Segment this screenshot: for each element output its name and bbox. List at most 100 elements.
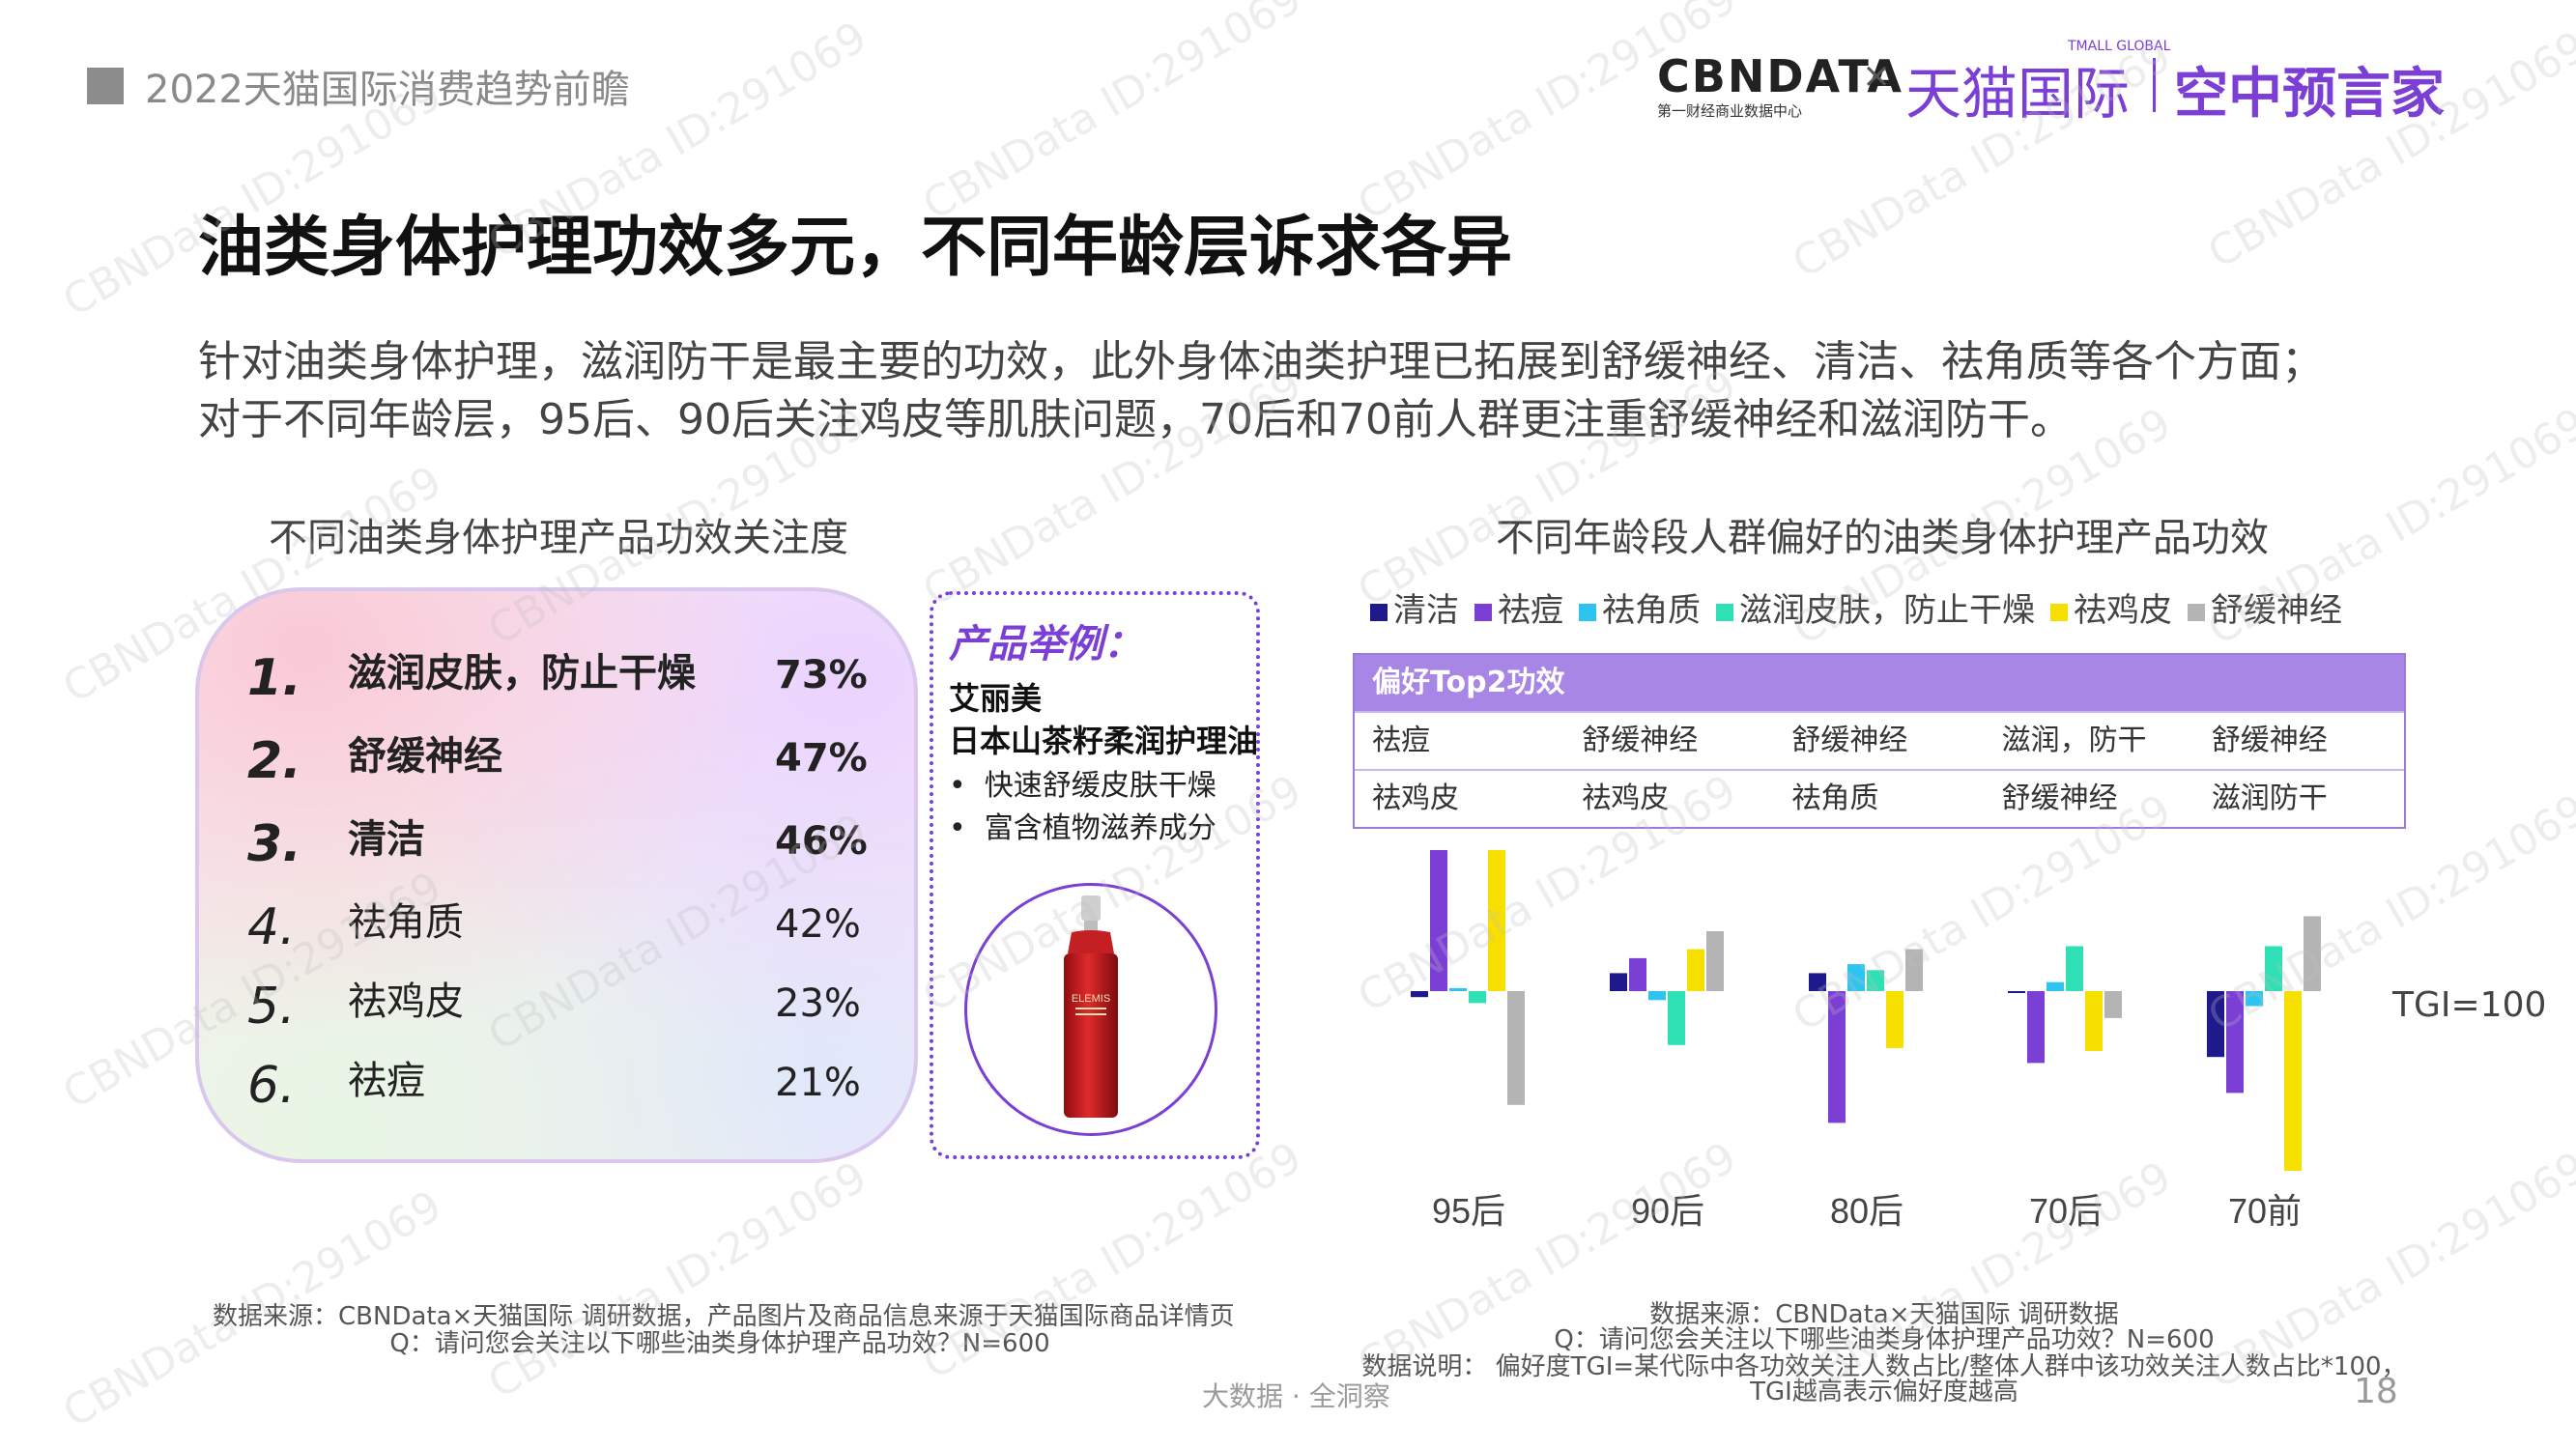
table-cell: 舒缓神经 (1791, 724, 1908, 757)
tgi-bar (2284, 991, 2302, 1171)
tgi-bar (1507, 991, 1525, 1105)
table-cell: 舒缓神经 (2001, 781, 2118, 815)
tgi-bar (1488, 850, 1505, 991)
top2-efficacy-table: 偏好Top2功效 祛痘 舒缓神经 舒缓神经 滋润，防干 舒缓神经 祛鸡皮 祛鸡皮… (1353, 653, 2406, 829)
rank-number: 1. (247, 649, 301, 707)
tgi-bar (1430, 850, 1447, 991)
tgi-bar (1629, 957, 1646, 991)
header-square-icon (87, 68, 124, 104)
legend-item: 祛痘 (1474, 583, 1563, 631)
rank-value: 73% (775, 653, 868, 697)
tgi-bar (1668, 991, 1685, 1045)
category-group (1610, 931, 1724, 1045)
legend-label: 祛鸡皮 (2074, 591, 2172, 630)
category-group (2207, 916, 2321, 1171)
left-source-note: 数据来源：CBNData×天猫国际 调研数据，产品图片及商品信息来源于天猫国际商… (213, 1302, 1235, 1331)
rank-value: 47% (775, 736, 868, 781)
rank-label: 祛鸡皮 (348, 980, 464, 1024)
product-bullet: • 快速舒缓皮肤干燥 (949, 769, 1216, 803)
cbndata-logo-subtitle: 第一财经商业数据中心 (1657, 102, 1803, 120)
intro-line-2: 对于不同年龄层，95后、90后关注鸡皮等肌肤问题，70后和70前人群更注重舒缓神… (198, 395, 2073, 444)
category-group (2008, 946, 2122, 1064)
tgi-bar (2104, 991, 2122, 1018)
category-group (1411, 850, 1525, 1105)
tgi-bar (2027, 991, 2045, 1064)
tgi-bar (1411, 991, 1428, 998)
x-tick-label: 70前 (2228, 1191, 2302, 1231)
tgi-bar (2008, 991, 2025, 993)
tgi-bar (1610, 973, 1627, 991)
rank-label: 舒缓神经 (348, 734, 502, 779)
rank-number: 2. (247, 732, 301, 790)
legend-swatch (1716, 603, 1733, 621)
table-cell: 舒缓神经 (2211, 724, 2328, 757)
rank-value: 23% (775, 981, 861, 1026)
right-question-note: Q：请问您会关注以下哪些油类身体护理产品功效？N=600 (1554, 1325, 2215, 1354)
rank-value: 46% (775, 819, 868, 864)
watermark-text: CBNData ID:291069 (479, 1151, 875, 1409)
tgi-bar (1867, 970, 1884, 991)
ranking-row: 5. 祛鸡皮 23% (247, 958, 861, 1036)
rank-number: 3. (247, 815, 301, 873)
logo-times-sign: × (1862, 56, 1892, 96)
table-row: 祛痘 舒缓神经 舒缓神经 滋润，防干 舒缓神经 (1355, 711, 2404, 769)
top2-table-header: 偏好Top2功效 (1355, 655, 2404, 711)
tgi-bar (2265, 946, 2282, 991)
legend-swatch (1370, 603, 1388, 621)
product-bullet-text: 富含植物滋养成分 (984, 811, 1216, 845)
tgi-bar (2085, 991, 2103, 1051)
right-data-note-2: TGI越高表示偏好度越高 (1750, 1378, 2018, 1406)
cbndata-logo: CBNDATA (1657, 50, 1903, 102)
ranking-row: 1. 滋润皮肤，防止干燥 73% (247, 630, 868, 707)
legend-swatch (1579, 603, 1596, 621)
legend-label: 祛痘 (1498, 591, 1563, 630)
table-cell: 祛角质 (1791, 781, 1879, 815)
product-example-box: 产品举例： 艾丽美 日本山茶籽柔润护理油 • 快速舒缓皮肤干燥 • 富含植物滋养… (930, 591, 1260, 1159)
table-cell: 滋润防干 (2211, 781, 2328, 815)
document-title: 2022天猫国际消费趋势前瞻 (145, 68, 630, 112)
tgi-bar-chart: 95后 90后 80后 70后 70前 (1411, 850, 2321, 1231)
ranking-row: 2. 舒缓神经 47% (247, 713, 868, 790)
tgi-bar (1648, 991, 1666, 1001)
chart-legend: 清洁 祛痘 祛角质 滋润皮肤，防止干燥 祛鸡皮 舒缓神经 (1370, 583, 2358, 630)
x-tick-label: 90后 (1631, 1191, 1704, 1231)
tmall-global-logo: 天猫国际 (1905, 61, 2131, 127)
tgi-baseline-label: TGI=100 (2392, 985, 2547, 1025)
table-row: 祛鸡皮 祛鸡皮 祛角质 舒缓神经 滋润防干 (1355, 769, 2404, 827)
tgi-bar (1687, 949, 1704, 991)
tgi-bar (1469, 991, 1486, 1004)
legend-label: 舒缓神经 (2211, 591, 2342, 630)
kongzhong-logo: 空中预言家 (2174, 63, 2445, 126)
tgi-bar (2066, 946, 2083, 991)
legend-swatch (2188, 603, 2205, 621)
rank-value: 42% (775, 902, 861, 947)
table-cell: 祛痘 (1372, 724, 1430, 757)
right-data-note: 数据说明： 偏好度TGI=某代际中各功效关注人数占比/整体人群中该功效关注人数占… (1361, 1352, 2407, 1381)
legend-label: 滋润皮肤，防止干燥 (1739, 591, 2035, 630)
rank-label: 清洁 (348, 817, 425, 862)
tgi-bar (1847, 964, 1865, 991)
category-group (1809, 949, 1923, 1123)
product-image: ELEMIS (964, 883, 1217, 1136)
tgi-bar (1828, 991, 1846, 1123)
product-bullet: • 富含植物滋养成分 (949, 811, 1216, 845)
table-cell: 滋润，防干 (2001, 724, 2147, 757)
legend-item: 祛角质 (1579, 583, 1701, 631)
tgi-bar (2207, 991, 2224, 1058)
rank-number: 4. (247, 898, 296, 956)
rank-value: 21% (775, 1061, 861, 1105)
legend-swatch (1474, 603, 1492, 621)
legend-item: 清洁 (1370, 583, 1459, 631)
legend-label: 祛角质 (1602, 591, 1701, 630)
rank-number: 6. (247, 1057, 296, 1115)
bottom-slogan: 大数据 · 全洞察 (1202, 1380, 1390, 1412)
tgi-bar (2246, 991, 2263, 1007)
left-panel-title: 不同油类身体护理产品功效关注度 (269, 516, 848, 560)
product-example-heading: 产品举例： (949, 622, 1142, 667)
legend-item: 舒缓神经 (2188, 583, 2342, 631)
ranking-row: 4. 祛角质 42% (247, 879, 861, 956)
tgi-bar (2226, 991, 2244, 1094)
tgi-bar (2046, 981, 2064, 991)
right-source-note: 数据来源：CBNData×天猫国际 调研数据 (1649, 1300, 2119, 1329)
table-cell: 舒缓神经 (1582, 724, 1699, 757)
